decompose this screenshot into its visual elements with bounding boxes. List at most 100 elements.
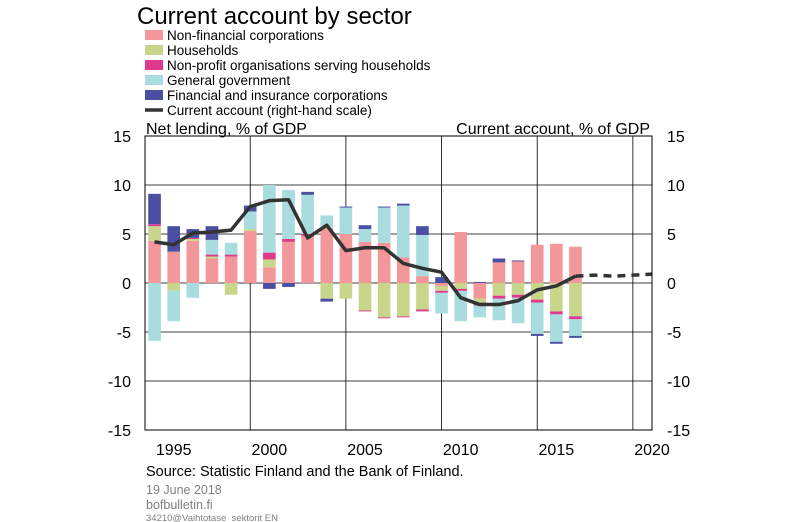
- y-tick-label-right: -5: [667, 325, 681, 342]
- bar-nonfin: [282, 241, 295, 283]
- right-y-axis: 15 10 5 0 -5 -10 -15: [667, 129, 690, 440]
- bar-government: [435, 292, 448, 314]
- bar-financial: [530, 333, 544, 336]
- bar-nonfin: [224, 256, 238, 283]
- bar-households: [569, 283, 582, 317]
- bar-financial: [320, 298, 334, 302]
- website: bofbulletin.fi: [146, 498, 213, 512]
- bar-npish: [205, 254, 219, 257]
- bar-nonfin: [550, 243, 563, 283]
- legend-label-npish: Non-profit organisations serving househo…: [167, 58, 431, 73]
- bar-government: [530, 302, 544, 334]
- bar-financial: [301, 191, 314, 195]
- bar-nonfin: [339, 234, 353, 283]
- bar-financial: [511, 260, 525, 262]
- bar-households: [416, 283, 429, 310]
- bar-nonfin: [320, 228, 334, 283]
- x-axis: 1995 2000 2005 2010 2015 2020: [156, 442, 670, 459]
- bar-government: [243, 211, 257, 230]
- y-tick-label-right: 15: [667, 129, 685, 146]
- x-tick-label: 2015: [539, 442, 575, 459]
- bar-households: [243, 229, 257, 232]
- bar-npish: [377, 317, 391, 319]
- bar-government: [377, 207, 391, 243]
- bar-households: [339, 283, 353, 299]
- y-tick-label-right: 5: [667, 227, 676, 244]
- bar-government: [320, 215, 334, 229]
- legend-swatch-nonfin: [145, 30, 163, 40]
- bar-nonfin: [263, 267, 276, 283]
- current-account-actual: [154, 197, 577, 307]
- y-tick-label-left: 0: [122, 276, 131, 293]
- bar-government: [167, 290, 181, 322]
- bar-npish: [263, 252, 276, 260]
- bar-government: [339, 207, 353, 234]
- y-tick-label-left: 10: [113, 178, 131, 195]
- bar-government: [186, 283, 200, 298]
- x-tick-label: 2000: [252, 442, 288, 459]
- bar-financial: [492, 258, 506, 263]
- bar-npish: [492, 295, 506, 299]
- publication-date: 19 June 2018: [146, 483, 222, 497]
- y-tick-label-right: 0: [667, 276, 676, 293]
- legend-swatch-npish: [145, 60, 163, 70]
- bar-government: [148, 283, 161, 341]
- bar-households: [263, 259, 276, 268]
- legend-label-financial: Financial and insurance corporations: [167, 88, 388, 103]
- current-account-line: [154, 197, 653, 307]
- y-tick-label-left: 5: [122, 227, 131, 244]
- bar-nonfin: [205, 258, 219, 283]
- y-tick-label-left: -10: [108, 374, 131, 391]
- bar-households: [550, 283, 563, 312]
- bar-households: [396, 283, 410, 317]
- y-tick-label-right: 10: [667, 178, 685, 195]
- bar-npish: [454, 288, 467, 291]
- bar-financial: [263, 283, 276, 289]
- legend-label-households: Households: [167, 43, 239, 58]
- bar-households: [454, 283, 467, 289]
- legend-swatch-households: [145, 45, 163, 55]
- bar-financial: [396, 203, 410, 206]
- bar-households: [148, 226, 161, 241]
- bar-government: [358, 229, 372, 242]
- bar-households: [224, 283, 238, 295]
- left-y-axis: 15 10 5 0 -5 -10 -15: [108, 129, 131, 440]
- chart-code: 34210@Vaihtotase_sektorit EN: [146, 513, 278, 522]
- bar-financial: [569, 335, 582, 338]
- current-account-forecast: [575, 272, 653, 278]
- bar-financial: [473, 282, 487, 283]
- bar-npish: [396, 316, 410, 318]
- y-tick-label-left: -5: [117, 325, 131, 342]
- bar-government: [301, 194, 314, 234]
- bar-households: [511, 283, 525, 295]
- x-tick-label: 2010: [443, 442, 479, 459]
- bar-households: [320, 283, 334, 299]
- bar-nonfin: [492, 262, 506, 283]
- bar-households: [377, 283, 391, 318]
- bar-npish: [550, 311, 563, 315]
- bar-nonfin: [377, 242, 391, 283]
- bar-npish: [282, 238, 295, 242]
- source-note: Source: Statistic Finland and the Bank o…: [146, 464, 464, 480]
- bar-npish: [358, 310, 372, 312]
- x-tick-label: 2020: [634, 442, 670, 459]
- bar-government: [282, 189, 295, 239]
- bar-government: [205, 239, 219, 255]
- y-tick-label-right: -15: [667, 423, 690, 440]
- chart-title: Current account by sector: [137, 3, 412, 30]
- bar-npish: [186, 237, 200, 239]
- bar-npish: [416, 309, 429, 312]
- bar-financial: [550, 341, 563, 344]
- bar-npish: [511, 294, 525, 298]
- bar-government: [569, 319, 582, 336]
- y-tick-label-left: 15: [113, 129, 131, 146]
- bar-nonfin: [358, 241, 372, 283]
- bar-government: [550, 314, 563, 342]
- bar-nonfin: [454, 232, 467, 283]
- legend-label-government: General government: [167, 73, 290, 88]
- legend-swatch-financial: [145, 90, 163, 100]
- bar-government: [396, 205, 410, 258]
- legend-label-current_account: Current account (right-hand scale): [167, 103, 372, 118]
- y-tick-label-right: -10: [667, 374, 690, 391]
